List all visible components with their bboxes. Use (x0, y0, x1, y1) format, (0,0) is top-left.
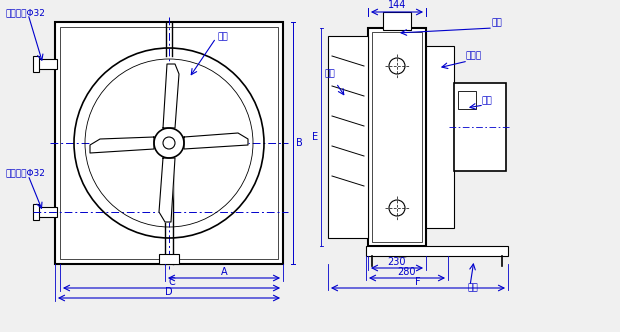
Text: E: E (312, 132, 318, 142)
Text: C: C (168, 277, 175, 287)
Bar (33, 56, 39, 72)
Circle shape (154, 128, 184, 158)
Text: 盘管: 盘管 (491, 19, 502, 28)
Bar (159, 254, 179, 264)
Text: 280: 280 (398, 267, 416, 277)
Text: B: B (296, 138, 303, 148)
Text: D: D (165, 287, 173, 297)
Text: 230: 230 (388, 257, 406, 267)
Bar (454, 83, 506, 171)
Bar (383, 12, 411, 30)
Polygon shape (90, 137, 154, 153)
Bar (366, 246, 508, 256)
Bar (328, 36, 368, 238)
Bar (368, 28, 426, 246)
Text: 百叶: 百叶 (325, 69, 335, 78)
Polygon shape (163, 64, 179, 128)
Text: F: F (415, 277, 421, 287)
Bar (458, 91, 476, 109)
Bar (37, 207, 57, 217)
Bar (55, 22, 283, 264)
Polygon shape (184, 133, 248, 149)
Text: 叶轮: 叶轮 (218, 32, 229, 41)
Bar (37, 59, 57, 69)
Circle shape (163, 137, 175, 149)
Text: 热水出口Φ32: 热水出口Φ32 (5, 8, 45, 17)
Text: 144: 144 (388, 0, 406, 10)
Bar (372, 32, 422, 242)
Text: 电机: 电机 (482, 97, 493, 106)
Bar (426, 46, 454, 228)
Text: 集风器: 集风器 (466, 51, 482, 60)
Text: 支架: 支架 (468, 284, 479, 292)
Text: A: A (221, 267, 228, 277)
Text: 热水进口Φ32: 热水进口Φ32 (5, 168, 45, 177)
Bar (33, 204, 39, 220)
Bar (60, 27, 278, 259)
Polygon shape (159, 158, 175, 222)
